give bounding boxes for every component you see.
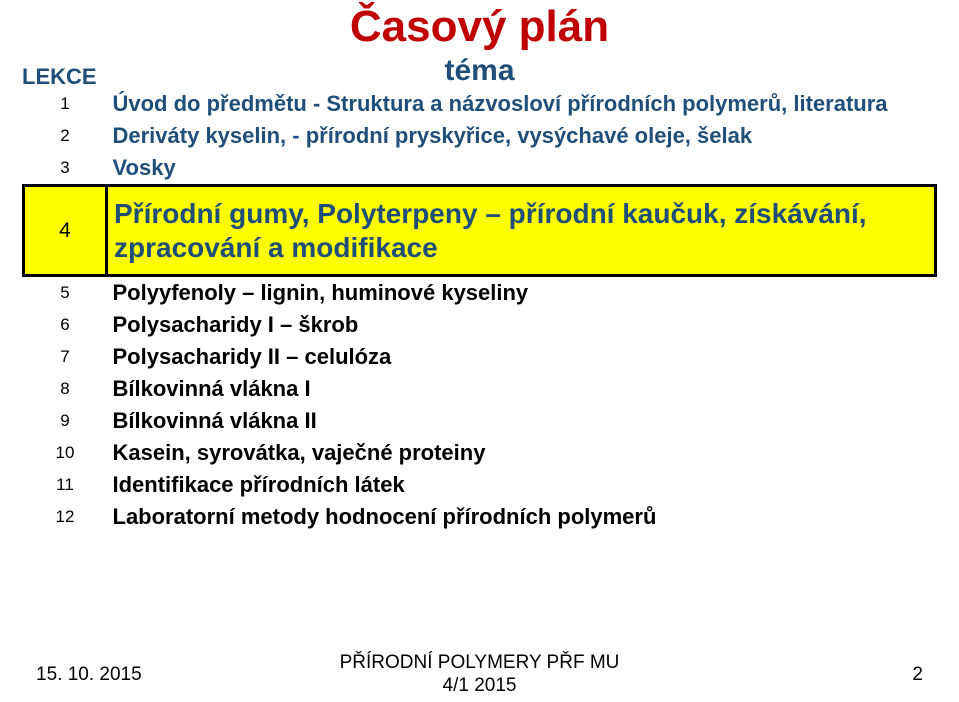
row-text: Polysacharidy II – celulóza bbox=[107, 341, 936, 373]
row-number: 8 bbox=[24, 373, 107, 405]
row-number: 1 bbox=[24, 88, 107, 120]
table-row: 7 Polysacharidy II – celulóza bbox=[24, 341, 936, 373]
table-row: 8 Bílkovinná vlákna I bbox=[24, 373, 936, 405]
table-row-highlight: 4 Přírodní gumy, Polyterpeny – přírodní … bbox=[24, 186, 936, 276]
table-row: 12 Laboratorní metody hodnocení přírodní… bbox=[24, 501, 936, 533]
table-row: 10 Kasein, syrovátka, vaječné proteiny bbox=[24, 437, 936, 469]
row-number: 6 bbox=[24, 309, 107, 341]
table-row: 5 Polyyfenoly – lignin, huminové kyselin… bbox=[24, 276, 936, 310]
row-text: Kasein, syrovátka, vaječné proteiny bbox=[107, 437, 936, 469]
row-text: Vosky bbox=[107, 152, 936, 186]
table: 1 Úvod do předmětu - Struktura a názvosl… bbox=[22, 88, 937, 533]
row-text: Úvod do předmětu - Struktura a názvoslov… bbox=[107, 88, 936, 120]
row-number: 11 bbox=[24, 469, 107, 501]
row-text: Deriváty kyselin, - přírodní pryskyřice,… bbox=[107, 120, 936, 152]
row-text: Bílkovinná vlákna II bbox=[107, 405, 936, 437]
row-number: 10 bbox=[24, 437, 107, 469]
footer-line1: PŘÍRODNÍ POLYMERY PŘF MU bbox=[340, 652, 620, 673]
row-text: Přírodní gumy, Polyterpeny – přírodní ka… bbox=[107, 186, 936, 276]
table-row: 6 Polysacharidy I – škrob bbox=[24, 309, 936, 341]
row-text: Bílkovinná vlákna I bbox=[107, 373, 936, 405]
row-number: 2 bbox=[24, 120, 107, 152]
footer-page-number: 2 bbox=[912, 664, 923, 686]
row-number: 4 bbox=[24, 186, 107, 276]
schedule-table: 1 Úvod do předmětu - Struktura a názvosl… bbox=[22, 88, 937, 533]
table-row: 1 Úvod do předmětu - Struktura a názvosl… bbox=[24, 88, 936, 120]
table-row: 2 Deriváty kyselin, - přírodní pryskyřic… bbox=[24, 120, 936, 152]
column-header-lekce: LEKCE bbox=[22, 64, 97, 90]
row-text: Identifikace přírodních látek bbox=[107, 469, 936, 501]
row-number: 7 bbox=[24, 341, 107, 373]
slide: Časový plán téma LEKCE 1 Úvod do předmět… bbox=[0, 0, 959, 702]
row-number: 12 bbox=[24, 501, 107, 533]
column-header-tema: téma bbox=[0, 54, 959, 88]
slide-title: Časový plán bbox=[0, 2, 959, 52]
table-row: 11 Identifikace přírodních látek bbox=[24, 469, 936, 501]
row-number: 9 bbox=[24, 405, 107, 437]
row-text: Laboratorní metody hodnocení přírodních … bbox=[107, 501, 936, 533]
table-row: 9 Bílkovinná vlákna II bbox=[24, 405, 936, 437]
footer-line2: 4/1 2015 bbox=[443, 675, 517, 696]
row-number: 5 bbox=[24, 276, 107, 310]
footer-center: PŘÍRODNÍ POLYMERY PŘF MU 4/1 2015 bbox=[0, 652, 959, 698]
row-number: 3 bbox=[24, 152, 107, 186]
row-text: Polysacharidy I – škrob bbox=[107, 309, 936, 341]
table-row: 3 Vosky bbox=[24, 152, 936, 186]
row-text: Polyyfenoly – lignin, huminové kyseliny bbox=[107, 276, 936, 310]
